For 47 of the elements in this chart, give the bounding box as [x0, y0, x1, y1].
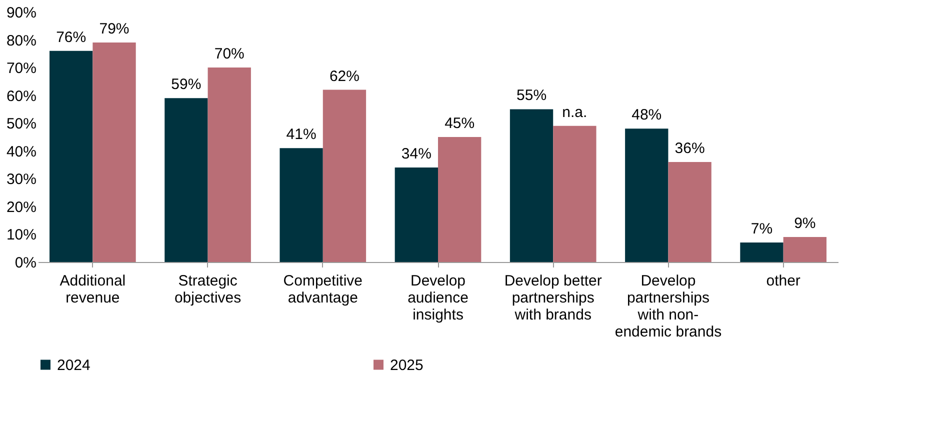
y-tick-label: 80%	[6, 32, 36, 50]
data-label: 48%	[632, 106, 662, 124]
data-label: 76%	[56, 28, 86, 46]
data-label: n.a.	[562, 104, 588, 121]
x-tick-label: Competitive advantage	[283, 272, 362, 306]
data-label: 36%	[674, 140, 705, 157]
x-tick-label: other	[766, 272, 800, 290]
legend-label: 2025	[390, 356, 424, 374]
bar	[92, 42, 136, 262]
y-tick-label: 50%	[6, 116, 36, 133]
x-tick-label: Develop audience insights	[408, 272, 468, 324]
bar	[740, 242, 784, 262]
bar	[438, 137, 482, 262]
data-label: 34%	[401, 146, 432, 163]
bar	[625, 128, 668, 262]
bar	[322, 90, 366, 262]
data-label: 7%	[750, 220, 773, 238]
data-label: 62%	[329, 68, 360, 85]
legend-label: 2024	[57, 356, 90, 374]
bar	[208, 68, 251, 262]
x-tick-label: Develop partnerships with non-endemic brands	[614, 272, 722, 340]
y-tick-label: 0%	[14, 254, 36, 272]
data-label: 9%	[794, 215, 816, 232]
x-tick-label: Develop better partnerships with brands	[504, 272, 602, 324]
y-tick-label: 70%	[6, 60, 36, 78]
y-tick-label: 30%	[6, 171, 36, 188]
bar	[783, 237, 826, 262]
data-label: 41%	[286, 126, 316, 144]
data-label: 70%	[214, 46, 244, 63]
data-label: 79%	[99, 20, 130, 38]
data-label: 55%	[516, 87, 547, 104]
bar	[394, 168, 438, 262]
y-tick-label: 10%	[6, 226, 36, 244]
x-tick-label: Additional revenue	[60, 272, 126, 306]
bar	[510, 109, 554, 262]
y-tick-label: 40%	[6, 143, 36, 160]
x-tick-label: Strategic objectives	[174, 272, 242, 306]
bar	[668, 162, 712, 262]
bar	[50, 50, 93, 262]
bar	[164, 98, 208, 262]
y-tick-label: 20%	[6, 198, 36, 216]
bar	[280, 148, 323, 262]
data-label: 59%	[171, 76, 202, 94]
y-tick-label: 90%	[6, 4, 36, 22]
data-label: 45%	[444, 115, 475, 132]
y-tick-label: 60%	[6, 88, 36, 105]
bar	[553, 126, 596, 262]
